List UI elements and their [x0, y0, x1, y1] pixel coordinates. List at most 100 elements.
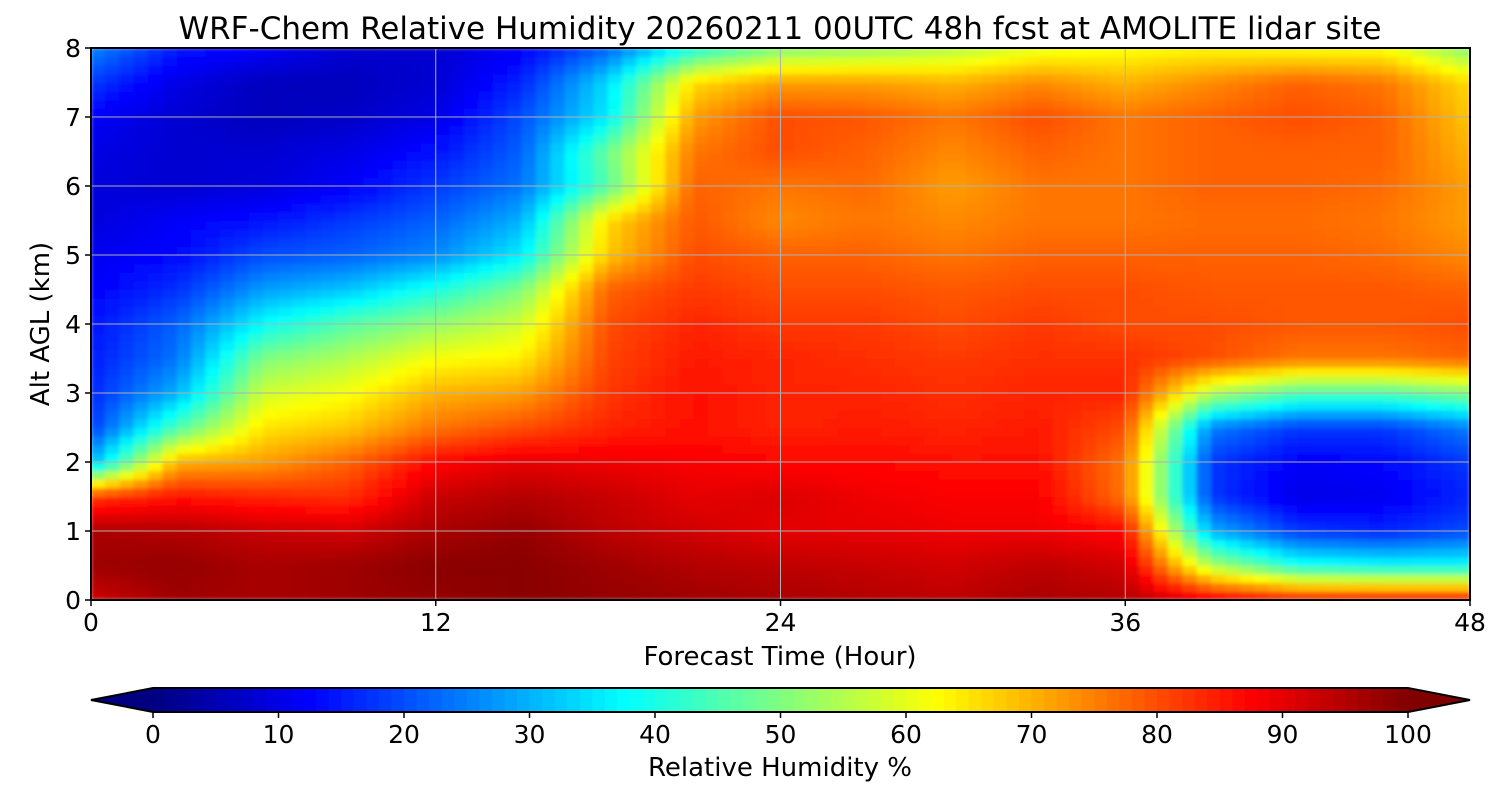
heatmap-cell: [1167, 289, 1184, 299]
heatmap-cell: [1210, 573, 1227, 584]
heatmap-cell: [693, 573, 710, 584]
heatmap-cell: [851, 289, 868, 299]
heatmap-cell: [995, 375, 1011, 385]
heatmap-cell: [1354, 211, 1370, 222]
heatmap-cell: [693, 582, 710, 592]
heatmap-cell: [923, 340, 940, 351]
heatmap-cell: [851, 237, 868, 247]
heatmap-cell: [894, 151, 911, 161]
heatmap-cell: [147, 539, 164, 549]
heatmap-cell: [305, 478, 322, 489]
heatmap-cell: [1426, 556, 1442, 567]
heatmap-cell: [392, 530, 408, 541]
heatmap-cell: [1110, 582, 1126, 592]
heatmap-cell: [219, 332, 236, 342]
heatmap-cell: [1426, 358, 1442, 368]
heatmap-cell: [162, 478, 178, 489]
heatmap-cell: [377, 323, 394, 334]
heatmap-cell: [1139, 220, 1155, 230]
heatmap-cell: [521, 478, 537, 489]
heatmap-cell: [1110, 297, 1126, 308]
heatmap-cell: [406, 220, 422, 230]
heatmap-cell: [1225, 263, 1241, 273]
heatmap-cell: [593, 245, 609, 256]
heatmap-cell: [866, 254, 882, 265]
heatmap-cell: [966, 220, 983, 230]
heatmap-cell: [550, 392, 566, 403]
heatmap-cell: [420, 556, 437, 567]
heatmap-cell: [1340, 280, 1356, 291]
heatmap-cell: [665, 349, 681, 360]
heatmap-cell: [349, 202, 365, 213]
heatmap-cell: [808, 151, 825, 161]
heatmap-cell: [320, 168, 336, 178]
heatmap-cell: [894, 409, 911, 420]
heatmap-cell: [277, 513, 293, 523]
heatmap-cell: [1124, 349, 1141, 360]
heatmap-cell: [1024, 280, 1040, 291]
heatmap-cell: [1081, 349, 1098, 360]
heatmap-cell: [1268, 444, 1284, 454]
heatmap-cell: [305, 504, 322, 515]
heatmap-cell: [722, 452, 738, 463]
heatmap-cell: [880, 202, 896, 213]
heatmap-cell: [550, 176, 566, 187]
heatmap-cell: [147, 159, 164, 170]
heatmap-cell: [708, 245, 724, 256]
heatmap-cell: [1397, 401, 1414, 411]
heatmap-cell: [693, 452, 710, 463]
heatmap-cell: [1052, 530, 1069, 541]
heatmap-cell: [837, 306, 853, 316]
heatmap-cell: [133, 228, 149, 239]
heatmap-cell: [1455, 159, 1470, 170]
heatmap-cell: [736, 185, 753, 196]
heatmap-cell: [262, 228, 279, 239]
heatmap-cell: [349, 289, 365, 299]
heatmap-cell: [162, 366, 178, 377]
heatmap-cell: [1254, 366, 1270, 377]
heatmap-cell: [91, 254, 106, 265]
heatmap-cell: [205, 418, 221, 429]
heatmap-cell: [765, 487, 781, 498]
heatmap-cell: [176, 323, 193, 334]
heatmap-cell: [1153, 211, 1169, 222]
heatmap-cell: [1139, 496, 1155, 506]
heatmap-cell: [377, 228, 394, 239]
heatmap-cell: [751, 539, 767, 549]
heatmap-cell: [894, 521, 911, 532]
heatmap-cell: [507, 228, 523, 239]
heatmap-cell: [794, 461, 810, 472]
heatmap-cell: [305, 151, 322, 161]
heatmap-cell: [449, 349, 465, 360]
heatmap-cell: [736, 349, 753, 360]
heatmap-cell: [593, 202, 609, 213]
heatmap-cell: [176, 539, 193, 549]
heatmap-cell: [1038, 392, 1054, 403]
heatmap-cell: [578, 582, 595, 592]
heatmap-cell: [291, 289, 307, 299]
heatmap-cell: [938, 323, 954, 334]
heatmap-cell: [736, 194, 753, 204]
heatmap-cell: [736, 418, 753, 429]
heatmap-cell: [1139, 263, 1155, 273]
heatmap-cell: [191, 185, 207, 196]
heatmap-cell: [277, 427, 293, 437]
heatmap-cell: [277, 375, 293, 385]
heatmap-cell: [420, 159, 437, 170]
heatmap-cell: [291, 159, 307, 170]
heatmap-cell: [492, 366, 509, 377]
heatmap-cell: [1383, 211, 1399, 222]
heatmap-cell: [133, 202, 149, 213]
heatmap-cell: [262, 435, 279, 446]
heatmap-cell: [234, 185, 250, 196]
heatmap-cell: [1067, 202, 1083, 213]
heatmap-cell: [1383, 547, 1399, 558]
heatmap-cell: [1412, 168, 1428, 178]
heatmap-cell: [507, 289, 523, 299]
heatmap-cell: [435, 383, 451, 394]
heatmap-cell: [435, 159, 451, 170]
heatmap-cell: [277, 211, 293, 222]
heatmap-cell: [320, 590, 336, 600]
heatmap-cell: [1052, 427, 1069, 437]
heatmap-cell: [593, 556, 609, 567]
